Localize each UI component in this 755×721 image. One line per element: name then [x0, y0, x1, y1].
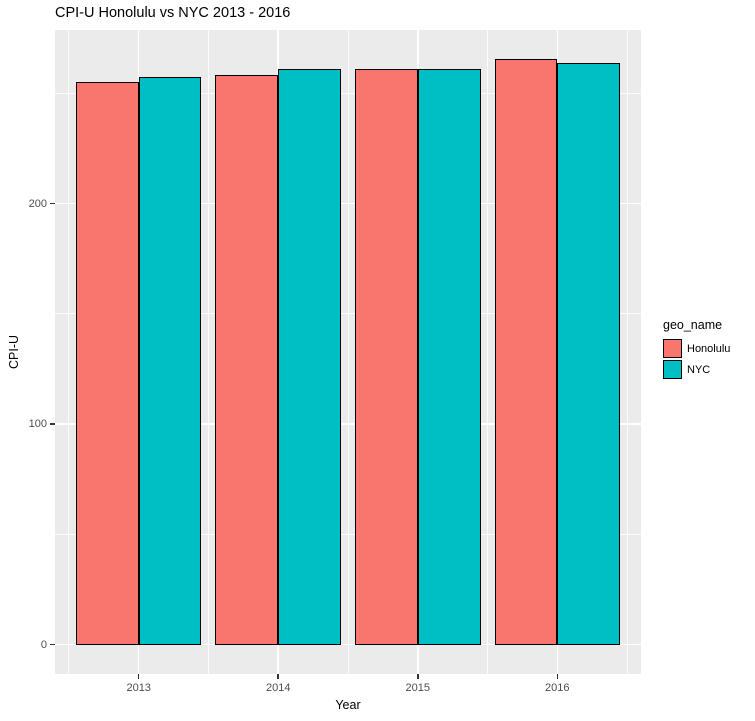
- chart-title: CPI-U Honolulu vs NYC 2013 - 2016: [55, 5, 291, 21]
- gridline-major-y-100: [55, 423, 641, 425]
- gridline-major-y-200: [55, 202, 641, 205]
- y-tick-label-0: 0: [40, 638, 47, 651]
- x-tick-mark-2014: [277, 674, 279, 679]
- legend-entry-honolulu: Honolulu: [663, 339, 730, 358]
- bar-nyc-2013: [138, 76, 202, 645]
- x-tick-mark-2016: [556, 674, 559, 679]
- legend-swatch-honolulu: [663, 339, 682, 358]
- plot-panel: [55, 30, 641, 674]
- gridline-minor-x: [207, 30, 209, 674]
- legend-label-honolulu: Honolulu: [687, 342, 731, 355]
- y-axis-title: CPI-U: [7, 334, 21, 370]
- x-tick-label-2013: 2013: [126, 682, 151, 694]
- x-tick-label-2015: 2015: [405, 682, 430, 694]
- gridline-major-y-0: [55, 643, 641, 646]
- y-tick-label-200: 200: [28, 197, 47, 210]
- legend-entry-nyc: NYC: [663, 360, 730, 379]
- x-tick-label-2016: 2016: [545, 682, 570, 694]
- bar-honolulu-2016: [494, 59, 558, 645]
- y-tick-mark-200: [50, 202, 55, 205]
- legend-title: geo_name: [663, 318, 723, 332]
- gridline-minor-x: [487, 30, 489, 674]
- x-tick-mark-2013: [137, 674, 140, 679]
- legend: geo_name Honolulu NYC: [663, 318, 730, 381]
- gridline-minor-x: [626, 30, 628, 674]
- y-tick-label-100: 100: [28, 418, 47, 431]
- bar-honolulu-2014: [215, 74, 279, 645]
- bar-honolulu-2013: [75, 82, 139, 645]
- bar-nyc-2014: [278, 69, 342, 645]
- y-tick-mark-100: [50, 423, 55, 425]
- bar-nyc-2015: [417, 69, 481, 645]
- x-axis-title: Year: [335, 698, 361, 712]
- legend-keys: Honolulu NYC: [663, 339, 730, 379]
- legend-swatch-nyc: [663, 360, 682, 379]
- gridline-minor-x: [68, 30, 70, 674]
- bar-honolulu-2015: [354, 69, 418, 645]
- gridline-minor-x: [347, 30, 349, 674]
- x-tick-label-2014: 2014: [265, 682, 291, 694]
- bar-nyc-2016: [557, 62, 621, 645]
- legend-label-nyc: NYC: [687, 363, 711, 376]
- x-tick-mark-2015: [417, 674, 419, 679]
- y-tick-mark-0: [50, 643, 55, 646]
